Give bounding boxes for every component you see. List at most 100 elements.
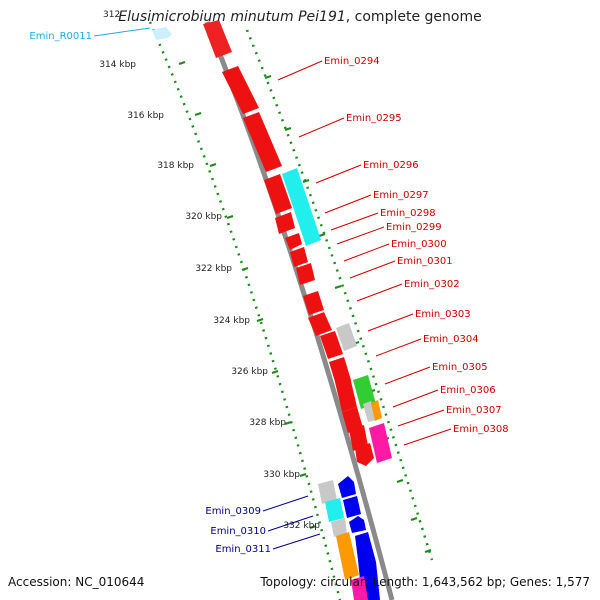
inner-major-tick [194, 112, 202, 116]
scale-label: 320 kbp [185, 212, 222, 222]
scale-label: 328 kbp [249, 418, 286, 428]
leader-line [336, 226, 385, 245]
gene-emin-0299 [290, 247, 308, 267]
gene-emin-0306 [342, 407, 363, 433]
gene-label[interactable]: Emin_0303 [415, 309, 471, 320]
leader-line [384, 366, 431, 385]
outer-tick-ring [245, 29, 434, 561]
inner-major-tick [299, 473, 307, 477]
gene-label[interactable]: Emin_0302 [404, 279, 460, 290]
gene-label[interactable]: Emin_0304 [423, 334, 479, 345]
feature-grey-0309 [318, 480, 337, 504]
gene-label[interactable]: Emin_0307 [446, 405, 502, 416]
gene-label[interactable]: Emin_R0011 [29, 31, 92, 42]
gene-emin-0307 [349, 425, 368, 451]
gene-label[interactable]: Emin_0294 [324, 56, 380, 67]
scale-label: 330 kbp [263, 470, 300, 480]
gene-emin-0302 [308, 312, 332, 336]
organism-name: Elusimicrobium minutum Pei191 [118, 9, 346, 25]
genome-summary: Topology: circular; Length: 1,643,562 bp… [260, 575, 590, 589]
accession-text: Accession: NC_010644 [8, 575, 145, 589]
leader-line [343, 243, 390, 262]
feature-grey-0307 [363, 401, 377, 422]
scale-label: 332 kbp [283, 521, 320, 531]
inner-tick-ring [148, 21, 342, 600]
gene-label[interactable]: Emin_0301 [397, 256, 453, 267]
inner-major-tick [209, 163, 217, 167]
gene-emin-0308 [355, 443, 374, 466]
scale-label: 322 kbp [195, 264, 232, 274]
forward-strand-genes [203, 20, 374, 466]
leader-line [392, 389, 439, 408]
gene-emin-0301 [303, 291, 324, 315]
leader-line [272, 533, 321, 550]
inner-major-tick [309, 525, 317, 529]
gene-label[interactable]: Emin_0309 [205, 506, 261, 517]
gene-labels: Emin_R0011 Emin_0294 Emin_0295 Emin_0296 Emi… [29, 31, 508, 555]
outer-major-tick [284, 127, 292, 131]
leader-line [397, 409, 445, 427]
feature-green-0306 [353, 375, 376, 409]
gene-label[interactable]: Emin_0296 [363, 160, 419, 171]
outer-major-tick [334, 285, 342, 289]
rna-feature-arrow [152, 27, 172, 40]
feature-cyan-0310 [325, 498, 344, 522]
scale-label: 314 kbp [99, 60, 136, 70]
gene-emin-0305 [335, 377, 357, 412]
leader-line [375, 338, 422, 357]
gene-emin-0295 [243, 112, 282, 172]
inner-major-tick [226, 215, 234, 219]
outer-major-tick [318, 233, 326, 237]
gene-label[interactable]: Emin_0299 [386, 222, 442, 233]
gene-emin-0304 [329, 357, 351, 385]
leader-line [298, 117, 345, 138]
outer-major-tick [410, 517, 418, 521]
leader-line [367, 313, 414, 332]
gene-label[interactable]: Emin_0295 [346, 113, 402, 124]
outer-features [282, 168, 392, 463]
scale-label: 324 kbp [213, 316, 250, 326]
feature-grey-0311 [331, 518, 347, 537]
gene-emin-0294 [222, 66, 259, 114]
gene-label[interactable]: Emin_0308 [453, 424, 509, 435]
gene-label[interactable]: Emin_0297 [373, 190, 429, 201]
leader-line [330, 212, 379, 231]
feature-orange-0307 [371, 400, 382, 421]
title-suffix: , complete genome [345, 9, 482, 25]
gene-blue-b [343, 496, 361, 518]
leader-line [315, 164, 362, 184]
gene-emin-0297 [275, 212, 295, 234]
leader-line [262, 495, 309, 512]
gene-blue-a [338, 476, 356, 498]
outer-major-tick [396, 479, 404, 483]
gene-label[interactable]: Emin_0306 [440, 385, 496, 396]
page-title: Elusimicrobium minutum Pei191, complete … [0, 9, 600, 25]
label-leader-lines [93, 27, 452, 550]
gene-label[interactable]: Emin_0305 [432, 362, 488, 373]
scale-label: 316 kbp [127, 111, 164, 121]
inner-major-tick [256, 318, 264, 322]
gene-label[interactable]: Emin_0311 [215, 544, 271, 555]
inner-major-tick [178, 61, 186, 65]
leader-line [267, 515, 314, 532]
leader-line [93, 27, 151, 37]
gene-emin-0293 [203, 20, 232, 58]
inner-major-tick [241, 267, 249, 271]
inner-major-tick [284, 421, 292, 425]
gene-label[interactable]: Emin_0310 [210, 526, 266, 537]
feature-magenta-0308 [369, 423, 392, 463]
outer-major-tick [424, 549, 432, 553]
gene-label[interactable]: Emin_0298 [380, 208, 436, 219]
scale-labels: 312 314 kbp 316 kbp 318 kbp 320 kbp 322 kbp 32… [99, 10, 320, 531]
scale-start-label: 312 [103, 10, 120, 20]
gene-emin-0300 [296, 263, 315, 285]
gene-emin-0298 [285, 233, 302, 250]
gene-label[interactable]: Emin_0300 [391, 239, 447, 250]
scale-label: 318 kbp [157, 161, 194, 171]
feature-cyan-0296 [282, 168, 321, 246]
gene-blue-c [349, 516, 366, 533]
major-ticks [178, 61, 432, 553]
leader-line [349, 260, 396, 279]
gene-emin-0303 [320, 331, 343, 359]
